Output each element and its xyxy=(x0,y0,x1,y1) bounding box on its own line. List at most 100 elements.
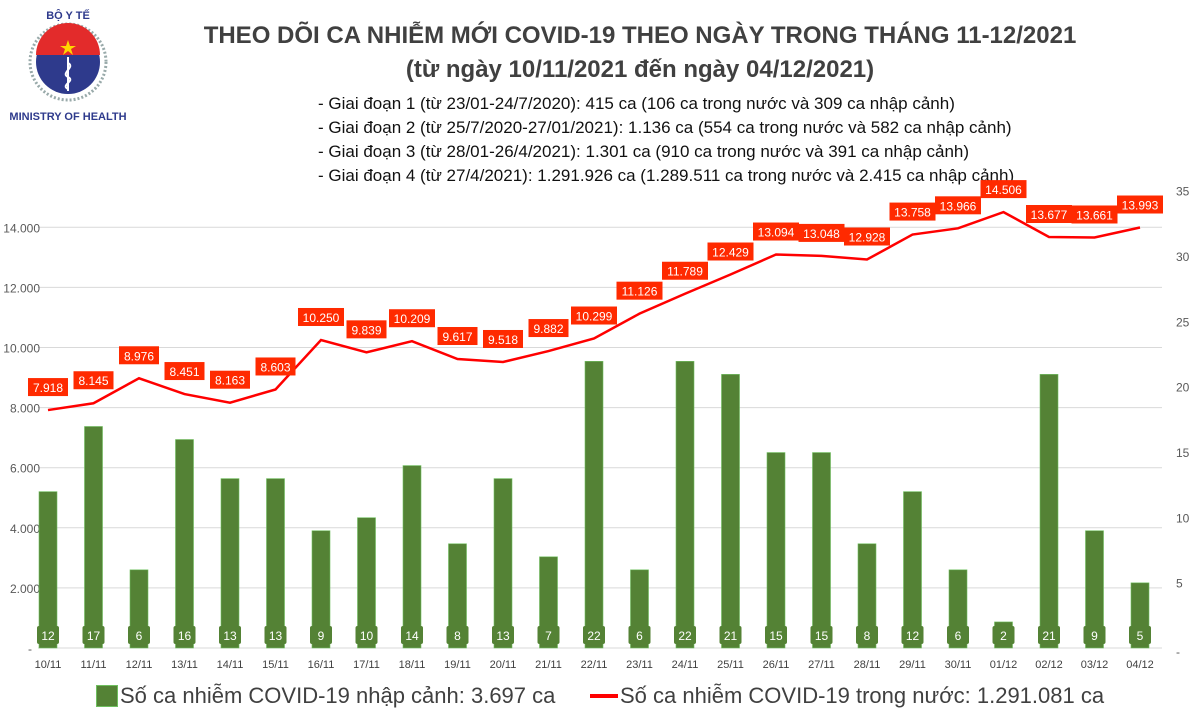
line-value-label: 13.661 xyxy=(1076,208,1113,222)
ministry-of-health-logo: BỘ Y TẾ MINISTRY OF HEALTH xyxy=(9,9,126,123)
bar-label-box xyxy=(719,626,742,644)
line-label-box xyxy=(662,261,708,280)
bar-label-box xyxy=(37,626,59,644)
bar-label-box xyxy=(947,626,969,644)
bar-value-label: 8 xyxy=(454,629,461,643)
line-value-label: 10.250 xyxy=(303,311,340,325)
bar-value-label: 21 xyxy=(724,629,738,643)
line-label-box xyxy=(73,371,114,390)
x-tick-label: 19/11 xyxy=(444,659,471,671)
x-tick-label: 28/11 xyxy=(854,659,881,671)
x-tick-label: 11/11 xyxy=(81,659,107,671)
line-value-label: 8.976 xyxy=(124,349,154,363)
left-tick-label: 10.000 xyxy=(3,342,40,356)
line-label-box xyxy=(437,327,478,346)
x-tick-label: 10/11 xyxy=(35,659,62,671)
bar-label-box xyxy=(992,626,1015,644)
bar xyxy=(812,452,831,649)
bar xyxy=(266,478,285,649)
line-label-box xyxy=(1071,205,1118,224)
bar-label-box xyxy=(446,626,469,644)
bar-value-label: 12 xyxy=(906,629,920,643)
line-label-box xyxy=(28,378,68,397)
line-label-box xyxy=(707,242,754,261)
bar-label-box xyxy=(492,626,514,644)
line-value-label: 13.758 xyxy=(894,206,931,220)
line-value-label: 12.429 xyxy=(712,246,749,260)
bar-value-label: 13 xyxy=(496,629,510,643)
bar-label-box xyxy=(628,626,651,644)
left-tick-label: 4.000 xyxy=(10,522,40,536)
bar-label-box xyxy=(82,626,105,644)
bar xyxy=(448,543,467,649)
bar-label-box xyxy=(173,626,196,644)
x-tick-label: 30/11 xyxy=(945,659,972,671)
bar-label-box xyxy=(128,626,150,644)
line-label-box xyxy=(164,362,205,381)
bar xyxy=(766,452,786,649)
legend-imported-label: Số ca nhiễm COVID-19 nhập cảnh: 3.697 ca xyxy=(120,683,556,708)
left-tick-label: 8.000 xyxy=(10,402,40,416)
x-tick-label: 02/12 xyxy=(1035,659,1063,671)
bar xyxy=(402,465,422,649)
right-tick-label: 30 xyxy=(1176,250,1190,264)
note-phase-2: - Giai đoạn 2 (từ 25/7/2020-27/01/2021):… xyxy=(318,118,1012,137)
line-value-label: 12.928 xyxy=(849,231,886,245)
bar xyxy=(675,361,695,649)
line-value-label: 8.163 xyxy=(215,374,245,388)
left-tick-label: 12.000 xyxy=(3,281,40,295)
legend-line-swatch xyxy=(590,694,618,698)
bar-value-label: 5 xyxy=(1137,629,1144,643)
note-phase-4: - Giai đoạn 4 (từ 27/4/2021): 1.291.926 … xyxy=(318,166,1015,185)
bar-label-box xyxy=(583,626,605,644)
bar-value-label: 7 xyxy=(545,629,552,643)
bar-label-box xyxy=(310,626,332,644)
line-value-label: 13.094 xyxy=(758,226,795,240)
bar-label-box xyxy=(674,626,696,644)
right-tick-label: 5 xyxy=(1176,577,1183,591)
line-value-label: 13.993 xyxy=(1122,199,1159,213)
line-label-box xyxy=(798,223,845,242)
bar-value-label: 10 xyxy=(360,629,374,643)
bar-value-label: 15 xyxy=(815,629,829,643)
x-tick-label: 04/12 xyxy=(1126,659,1154,671)
legend-domestic-label: Số ca nhiễm COVID-19 trong nước: 1.291.0… xyxy=(620,683,1105,708)
bar xyxy=(1085,530,1104,649)
line-value-label: 11.126 xyxy=(622,285,658,299)
bar-value-label: 16 xyxy=(178,629,192,643)
bar xyxy=(38,491,58,649)
bar-label-box xyxy=(810,626,833,644)
line-label-box xyxy=(389,309,435,328)
line-value-label: 13.966 xyxy=(940,199,977,213)
chart-title: THEO DÕI CA NHIỄM MỚI COVID-19 THEO NGÀY… xyxy=(203,22,1077,49)
bar xyxy=(584,361,604,649)
line-value-label: 9.839 xyxy=(351,323,381,337)
bar-value-label: 6 xyxy=(136,629,143,643)
line-label-box xyxy=(889,202,936,221)
bar-value-label: 9 xyxy=(1091,629,1098,643)
bar xyxy=(1039,374,1059,649)
line-label-box xyxy=(980,180,1027,199)
bar-value-label: 22 xyxy=(678,629,692,643)
logo-text-bottom: MINISTRY OF HEALTH xyxy=(9,111,126,123)
bar-label-box xyxy=(355,626,378,644)
right-tick-label: - xyxy=(1176,645,1180,659)
line-label-box xyxy=(119,346,159,365)
bar-value-label: 17 xyxy=(87,629,101,643)
bar-value-label: 2 xyxy=(1000,629,1007,643)
x-tick-label: 22/11 xyxy=(581,659,608,671)
bar-value-label: 6 xyxy=(955,629,962,643)
bar xyxy=(721,374,740,649)
x-tick-label: 17/11 xyxy=(353,659,380,671)
x-tick-label: 26/11 xyxy=(763,659,790,671)
x-tick-label: 15/11 xyxy=(262,659,289,671)
line-value-label: 11.789 xyxy=(667,265,703,279)
bar-value-label: 14 xyxy=(405,629,419,643)
line-value-label: 9.518 xyxy=(488,333,518,347)
bar-label-box xyxy=(1038,626,1060,644)
line-value-label: 13.677 xyxy=(1031,208,1068,222)
bar-label-box xyxy=(856,626,878,644)
x-tick-label: 14/11 xyxy=(217,659,244,671)
